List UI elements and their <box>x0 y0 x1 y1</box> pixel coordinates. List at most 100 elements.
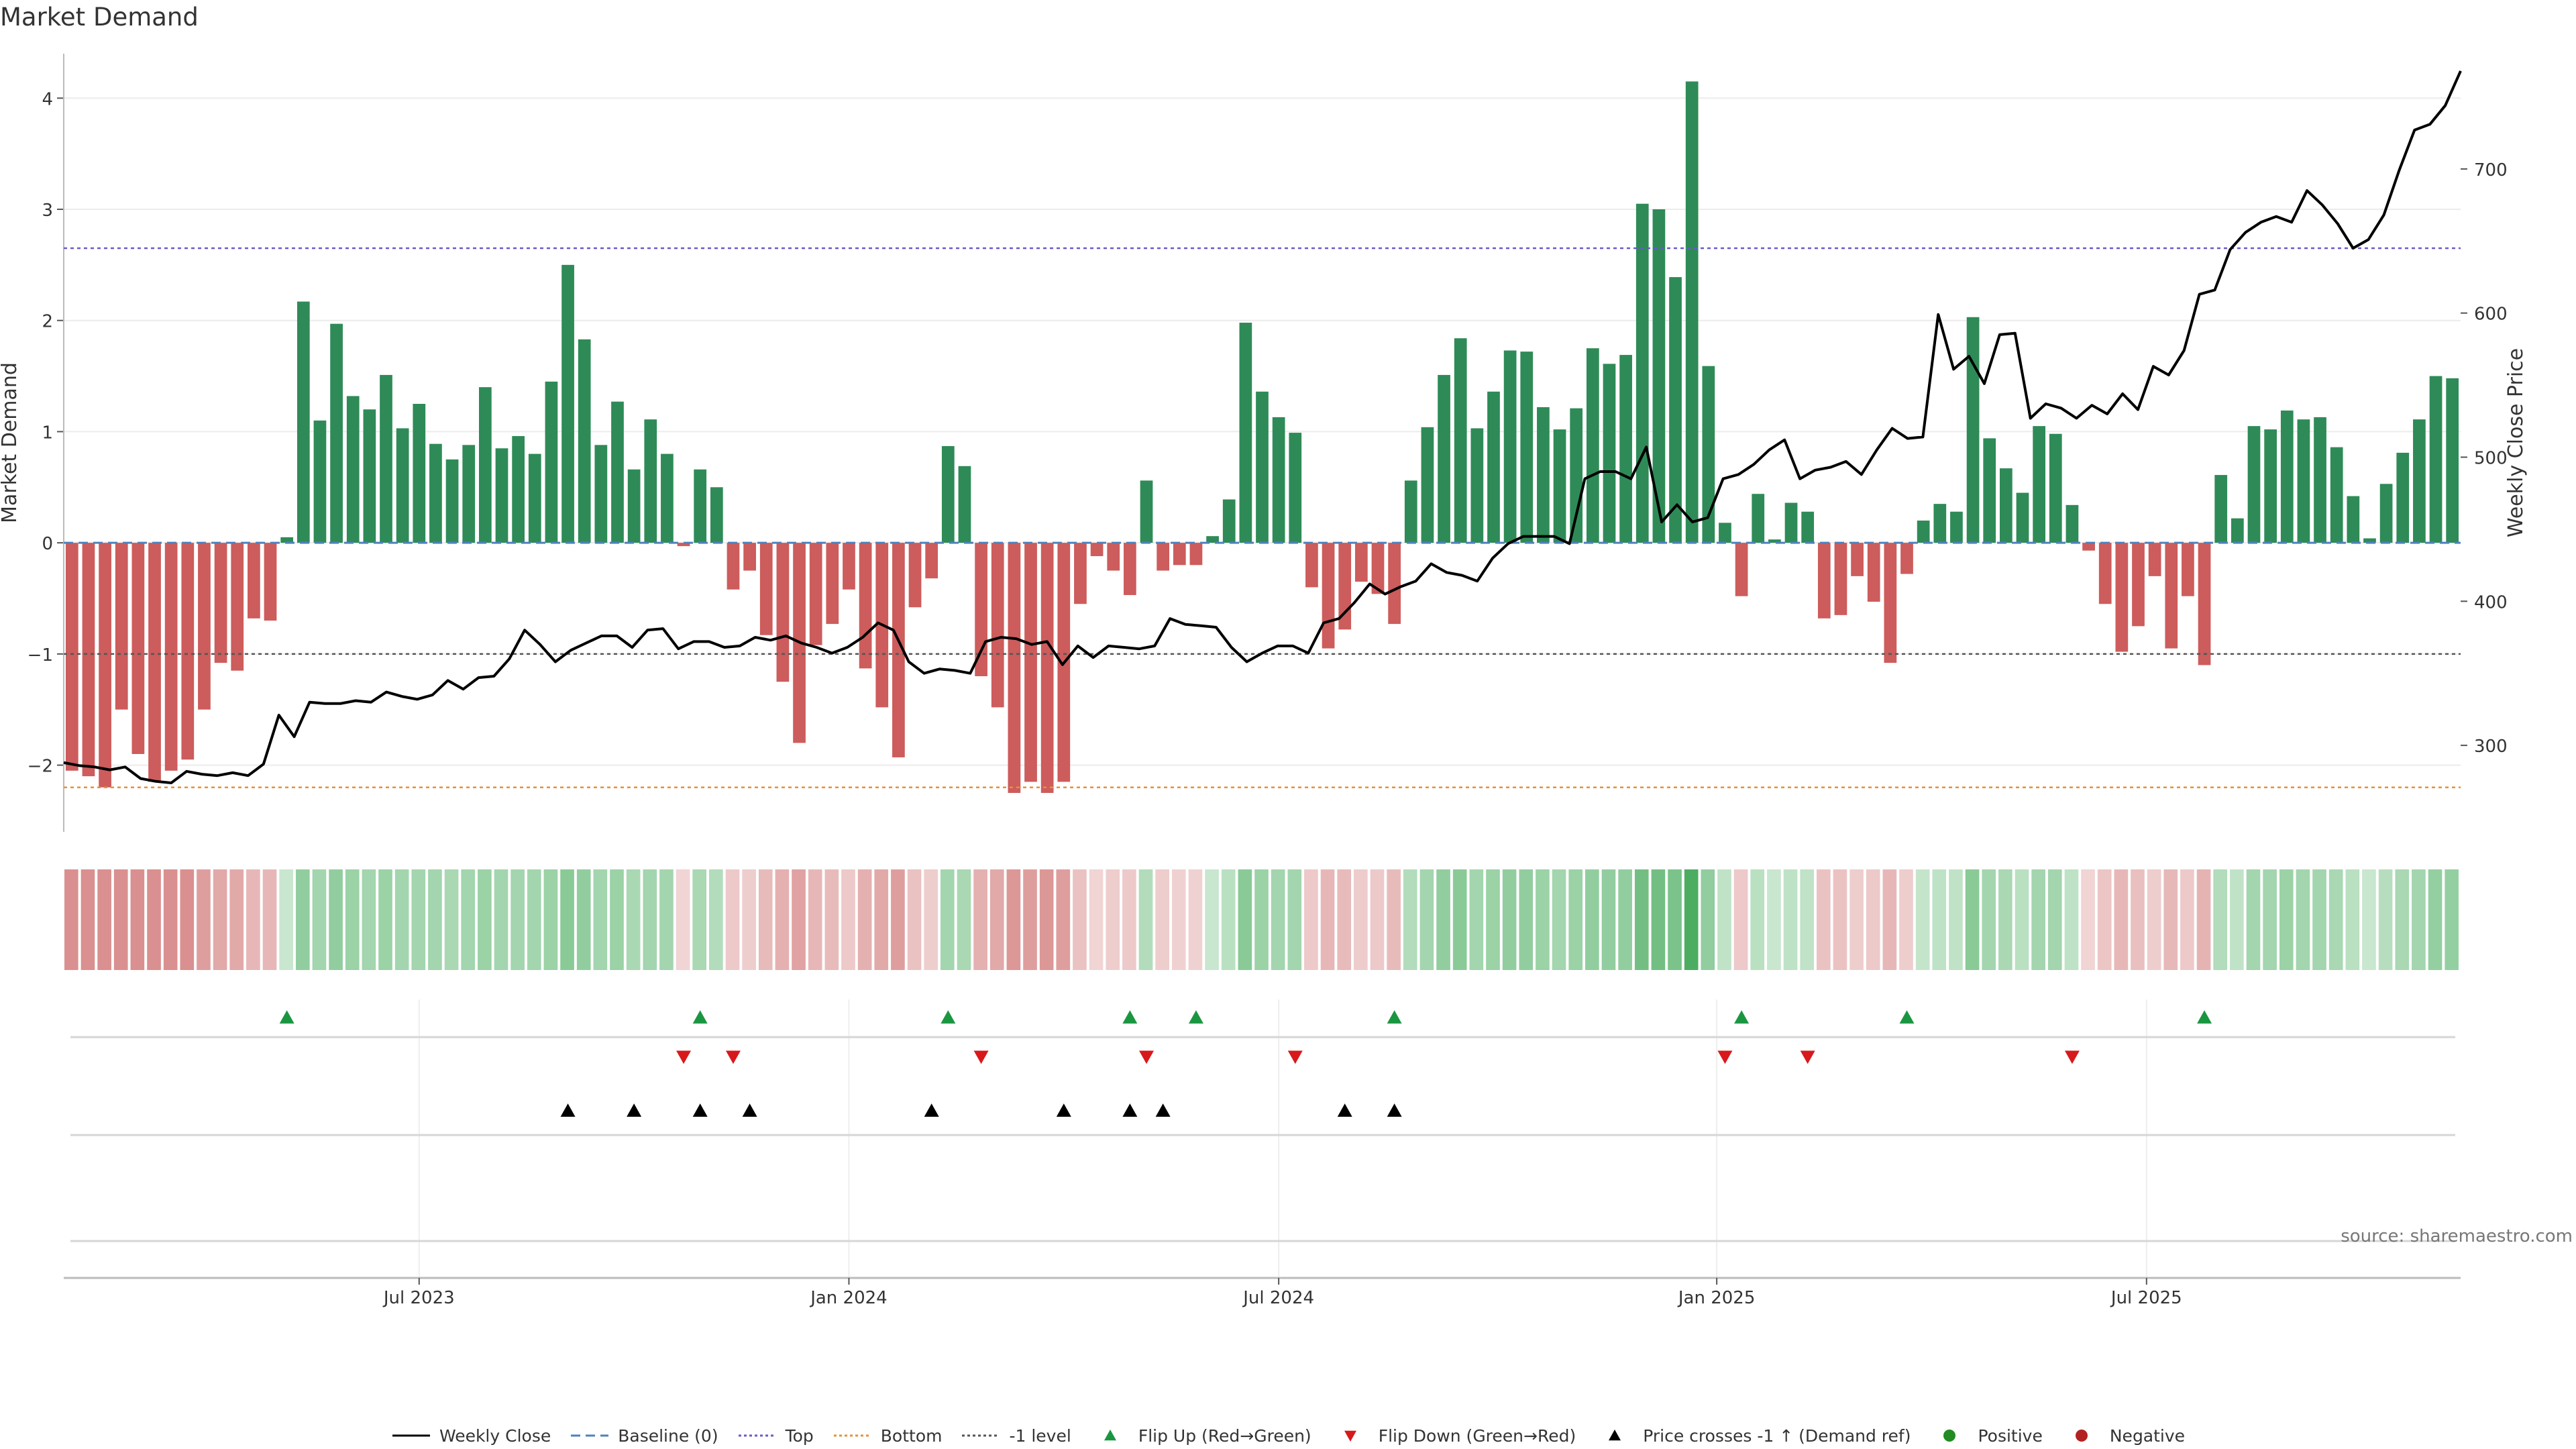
demand-bar-negative <box>115 543 128 710</box>
demand-bar-negative <box>2132 543 2145 627</box>
flip-down-marker <box>1139 1051 1155 1064</box>
demand-bar-positive <box>1222 499 1236 543</box>
heat-cell <box>1833 869 1847 970</box>
heat-cell <box>345 869 360 970</box>
heat-cell <box>1039 869 1054 970</box>
demand-bar-negative <box>843 543 855 590</box>
heat-cell <box>1668 869 1682 970</box>
heat-cell <box>1238 869 1252 970</box>
heat-cell <box>1750 869 1765 970</box>
demand-bar-negative <box>131 543 145 754</box>
price-cross-marker <box>1155 1104 1171 1117</box>
demand-bar-positive <box>694 469 707 543</box>
heat-cell <box>494 869 508 970</box>
demand-bar-positive <box>941 445 955 543</box>
legend-swatch-top <box>737 1429 777 1442</box>
legend-label: -1 level <box>1009 1426 1071 1446</box>
demand-bar-negative <box>1834 543 1847 615</box>
y-tick-label: −1 <box>28 645 53 665</box>
demand-bar-positive <box>2413 419 2426 543</box>
heat-cell <box>113 869 128 970</box>
heat-cell <box>1337 869 1352 970</box>
heat-cell <box>1701 869 1715 970</box>
heat-cell <box>147 869 161 970</box>
demand-bar-negative <box>231 543 244 671</box>
heat-cell <box>1320 869 1335 970</box>
weekly-close-line <box>63 70 2462 784</box>
demand-bar-positive <box>2231 518 2244 543</box>
heat-cell <box>626 869 641 970</box>
demand-bar-negative <box>859 543 872 669</box>
demand-bar-negative <box>181 543 195 760</box>
heat-cell <box>808 869 822 970</box>
demand-bar-positive <box>1752 494 1765 543</box>
heat-cell <box>229 869 244 970</box>
heat-cell <box>1370 869 1385 970</box>
legend-swatch-flip_up <box>1090 1429 1130 1442</box>
demand-bar-positive <box>2016 492 2029 543</box>
demand-bar-negative <box>975 543 987 676</box>
price-cross-marker <box>560 1104 576 1117</box>
demand-bar-positive <box>1586 348 1599 543</box>
heat-cell <box>610 869 624 970</box>
heat-cell <box>1155 869 1169 970</box>
legend-swatch-baseline <box>570 1429 610 1442</box>
heat-cell <box>1254 869 1269 970</box>
demand-bar-positive <box>1933 504 1947 543</box>
heat-cell <box>1932 869 1947 970</box>
heat-cell <box>2328 869 2343 970</box>
heat-cell <box>2064 869 2079 970</box>
heat-cell <box>130 869 145 970</box>
legend-item-top: Top <box>737 1426 814 1446</box>
heat-cell <box>2213 869 2228 970</box>
demand-bar-positive <box>1685 81 1699 543</box>
demand-bar-positive <box>330 323 343 543</box>
demand-bar-positive <box>1470 428 1484 543</box>
heat-cell <box>1205 869 1219 970</box>
y2-axis-label: Weekly Close Price <box>2504 348 2528 537</box>
y2-tick-label: 700 <box>2474 160 2508 180</box>
heat-cell <box>1171 869 1186 970</box>
x-tick-label: Jan 2024 <box>809 1288 888 1308</box>
heat-cell <box>1585 869 1599 970</box>
heat-cell <box>1899 869 1913 970</box>
demand-bar-negative <box>2182 543 2194 596</box>
demand-bar-negative <box>2082 543 2095 551</box>
legend-item-bottom: Bottom <box>833 1426 943 1446</box>
demand-bar-negative <box>1090 543 1104 557</box>
x-tick-label: Jul 2024 <box>1242 1288 1314 1308</box>
demand-bar-positive <box>1652 209 1666 543</box>
demand-bar-positive <box>1719 523 1731 543</box>
level-lines <box>64 247 2461 788</box>
demand-bar-negative <box>2165 543 2178 649</box>
flip-up-marker <box>1188 1010 1203 1024</box>
heat-cell <box>279 869 293 970</box>
heat-cell <box>775 869 790 970</box>
heat-cell <box>428 869 442 970</box>
demand-bar-positive <box>1520 352 1534 543</box>
heat-cell <box>560 869 574 970</box>
demand-bar-negative <box>99 543 111 788</box>
legend-label: Bottom <box>880 1426 943 1446</box>
heat-cell <box>824 869 839 970</box>
heat-cell <box>1073 869 1087 970</box>
demand-bar-negative <box>1817 543 1831 619</box>
heat-cell <box>312 869 327 970</box>
demand-bar-negative <box>1074 543 1087 604</box>
legend-label: Negative <box>2109 1426 2186 1446</box>
demand-bar-positive <box>2297 419 2310 543</box>
heat-cell <box>2312 869 2326 970</box>
demand-bar-negative <box>1040 543 1054 793</box>
heat-cell <box>1138 869 1153 970</box>
demand-bar-positive <box>396 428 409 543</box>
heat-cell <box>874 869 889 970</box>
demand-bar-positive <box>2280 410 2294 543</box>
heat-cell <box>1684 869 1699 970</box>
legend-triangle-glyph <box>1104 1430 1116 1441</box>
heat-cell <box>2180 869 2194 970</box>
demand-bar-negative <box>264 543 277 621</box>
heat-cell <box>709 869 723 970</box>
heat-cell <box>1056 869 1071 970</box>
y2-tick-label: 600 <box>2474 305 2508 325</box>
